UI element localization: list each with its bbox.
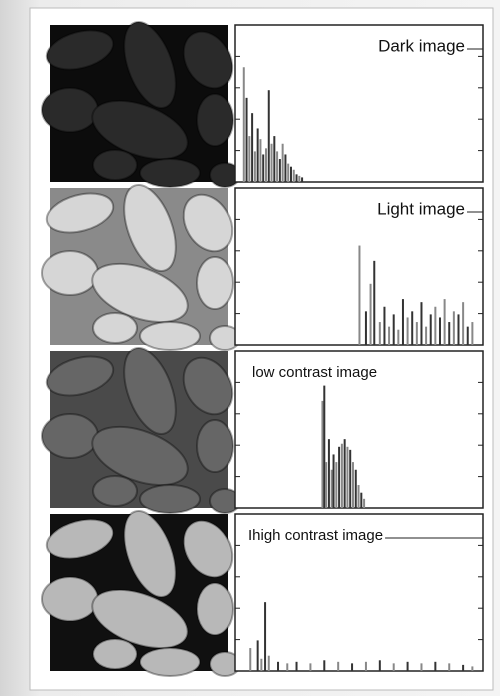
- hist-bar: [346, 447, 348, 508]
- hist-bar: [257, 640, 259, 671]
- hist-bar: [393, 663, 395, 671]
- hist-bar: [439, 317, 441, 345]
- hist-bar: [337, 662, 339, 671]
- hist-bar: [323, 386, 325, 508]
- hist-title: low contrast image: [252, 364, 377, 381]
- photo: [42, 504, 242, 676]
- hist-bar: [265, 148, 267, 182]
- hist-bar: [420, 663, 422, 671]
- hist-bar: [358, 246, 360, 345]
- hist-bar: [471, 666, 473, 671]
- hist-bar: [335, 462, 337, 508]
- hist-bar: [331, 470, 333, 508]
- hist-bar: [411, 311, 413, 345]
- hist-bar: [448, 322, 450, 345]
- hist-bar: [425, 327, 427, 345]
- photo: [42, 341, 242, 513]
- hist-bar: [276, 151, 278, 182]
- hist-bar: [279, 159, 281, 182]
- hist-bar: [462, 665, 464, 671]
- hist-bar: [260, 659, 262, 671]
- hist-bar: [379, 322, 381, 345]
- hist-bar: [284, 154, 286, 182]
- hist-bar: [407, 662, 409, 671]
- hist-bar: [453, 311, 455, 345]
- hist-bar: [321, 401, 323, 508]
- hist-bar: [325, 462, 327, 508]
- hist-bar: [282, 144, 284, 182]
- hist-bar: [457, 314, 459, 345]
- hist-bar: [351, 663, 353, 671]
- hist-bar: [338, 447, 340, 508]
- hist-bar: [407, 317, 409, 345]
- hist-bar: [286, 663, 288, 671]
- hist-bar: [254, 151, 256, 182]
- hist-bar: [309, 663, 311, 671]
- hist-bar: [355, 470, 357, 508]
- hist-bar: [462, 302, 464, 345]
- hist-bar: [360, 493, 362, 508]
- hist-title: Ihigh contrast image: [248, 527, 383, 544]
- hist-bar: [444, 299, 446, 345]
- hist-bar: [264, 602, 266, 671]
- hist-bar: [290, 167, 292, 182]
- hist-title: Dark image: [378, 36, 465, 55]
- hist-bar: [434, 307, 436, 345]
- slide: Dark image Light image low contrast image I…: [0, 0, 500, 696]
- hist-bar: [434, 662, 436, 671]
- photo: [42, 15, 242, 187]
- hist-bar: [287, 164, 289, 182]
- hist-bar: [383, 307, 385, 345]
- hist-bar: [402, 299, 404, 345]
- hist-bar: [471, 322, 473, 345]
- hist-bar: [293, 170, 295, 182]
- hist-bar: [365, 662, 367, 671]
- hist-bar: [257, 128, 259, 182]
- hist-bar: [365, 311, 367, 345]
- hist-bar: [277, 662, 279, 671]
- hist-bar: [373, 261, 375, 345]
- hist-bar: [420, 302, 422, 345]
- photo: [42, 178, 242, 350]
- hist-bar: [341, 444, 343, 508]
- hist-bar: [344, 439, 346, 508]
- hist-bar: [259, 139, 261, 182]
- hist-bar: [271, 144, 273, 182]
- hist-bar: [358, 485, 360, 508]
- hist-bar: [296, 662, 298, 671]
- hist-bar: [249, 648, 251, 671]
- hist-bar: [430, 314, 432, 345]
- hist-bar: [352, 462, 354, 508]
- hist-bar: [363, 499, 365, 508]
- hist-bar: [388, 327, 390, 345]
- hist-bar: [262, 154, 264, 182]
- hist-bar: [448, 663, 450, 671]
- hist-bar: [301, 177, 303, 182]
- hist-title: Light image: [377, 199, 465, 218]
- hist-bar: [268, 656, 270, 671]
- hist-bar: [328, 439, 330, 508]
- hist-bar: [349, 450, 351, 508]
- page: {"histograms": [ {"label": "Dark image",…: [0, 0, 500, 696]
- hist-bar: [296, 174, 298, 182]
- hist-bar: [248, 136, 250, 182]
- hist-bar: [273, 136, 275, 182]
- hist-bar: [397, 330, 399, 345]
- hist-bar: [246, 98, 248, 182]
- hist-bar: [370, 284, 372, 345]
- hist-bar: [333, 454, 335, 508]
- hist-bar: [268, 90, 270, 182]
- hist-bar: [298, 176, 300, 182]
- hist-bar: [467, 327, 469, 345]
- hist-bar: [243, 67, 245, 182]
- hist-bar: [323, 660, 325, 671]
- hist-bar: [379, 660, 381, 671]
- hist-bar: [251, 113, 253, 182]
- hist-bar: [416, 322, 418, 345]
- hist-bar: [393, 314, 395, 345]
